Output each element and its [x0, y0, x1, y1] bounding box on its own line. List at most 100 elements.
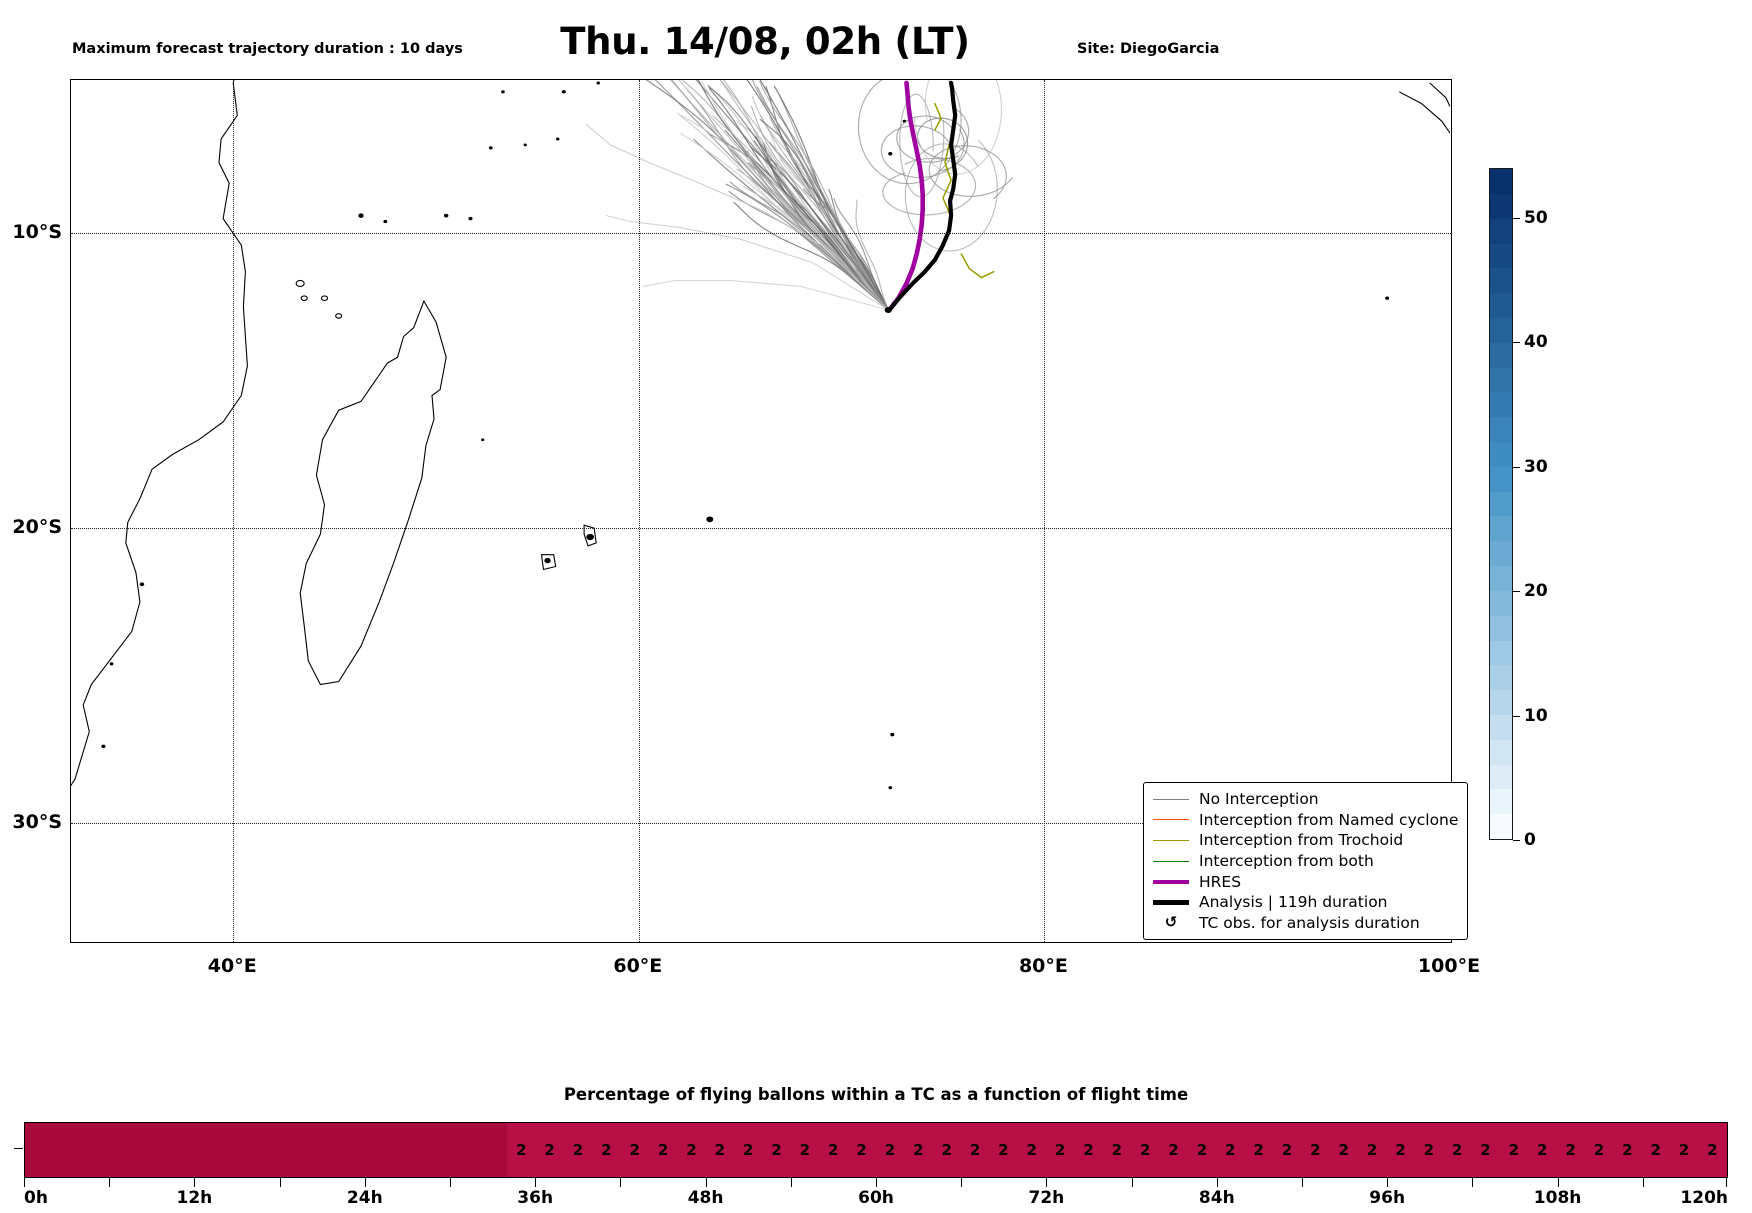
- ensemble-track: [642, 279, 889, 311]
- percentage-bar-tick: [1557, 1178, 1559, 1187]
- percentage-bar-tick: [1387, 1178, 1389, 1187]
- legend-item-5[interactable]: Analysis | 119h duration: [1152, 892, 1458, 913]
- ensemble-track: [605, 215, 889, 311]
- colorbar-segment: [1490, 293, 1512, 318]
- legend-line-icon: [1153, 819, 1189, 821]
- percentage-bar-value-label: 2: [828, 1141, 839, 1159]
- percentage-bar-segment: [53, 1123, 82, 1177]
- lon-tick-label: 80°E: [1018, 955, 1068, 977]
- percentage-bar-segment: 2: [1669, 1123, 1699, 1177]
- percentage-bar-tick: [620, 1178, 622, 1187]
- ensemble-track: [728, 190, 889, 311]
- percentage-bar-value-label: 2: [657, 1141, 669, 1159]
- ensemble-track: [693, 138, 889, 311]
- percentage-bar-segment: 2: [1017, 1123, 1046, 1177]
- percentage-bar-value-label: 2: [1139, 1141, 1151, 1159]
- percentage-bar-tick: [961, 1178, 963, 1187]
- ensemble-track: [887, 80, 925, 313]
- percentage-bar-segment: 2: [1131, 1123, 1160, 1177]
- lon-tick-label: 60°E: [613, 955, 663, 977]
- legend-line-swatch: [1152, 839, 1190, 841]
- legend-line-swatch: [1152, 798, 1190, 800]
- ensemble-track: [585, 123, 889, 311]
- percentage-bar-segment: 2: [847, 1123, 876, 1177]
- percentage-bar-value-label: 2: [1225, 1141, 1236, 1159]
- colorbar-tick: [1513, 591, 1520, 593]
- legend-item-2[interactable]: Interception from Trochoid: [1152, 830, 1458, 851]
- percentage-bar-value-label: 2: [941, 1141, 952, 1159]
- percentage-bar-value-label: 2: [969, 1141, 981, 1159]
- percentage-bar-segment: 2: [1584, 1123, 1614, 1177]
- legend-line-icon: [1153, 839, 1189, 841]
- percentage-bar-value-label: 2: [1650, 1141, 1661, 1159]
- island-dot-6: [383, 219, 388, 224]
- legend-item-0[interactable]: No Interception: [1152, 789, 1458, 810]
- percentage-bar-segment: 2: [819, 1123, 848, 1177]
- percentage-bar-value-label: 2: [1366, 1141, 1378, 1159]
- percentage-bar-left-tick: [14, 1148, 23, 1149]
- ensemble-track: [942, 144, 952, 214]
- colorbar-segment: [1490, 268, 1512, 294]
- island-comoros-3: [335, 313, 343, 319]
- colorbar-segment: [1490, 714, 1512, 740]
- percentage-bar-segment: 2: [1159, 1123, 1188, 1177]
- percentage-bar-tick: [24, 1178, 25, 1187]
- legend-item-label: HRES: [1199, 872, 1242, 891]
- ensemble-track: [880, 125, 965, 179]
- percentage-bar-segment: [422, 1123, 451, 1177]
- percentage-bar-tick-label: 96h: [1369, 1188, 1406, 1208]
- coastline-madagascar: [299, 299, 447, 686]
- percentage-bar-axis: 0h 12h 24h 36h 48h 60h 72h 84h 96h 108h 120h: [24, 1178, 1728, 1212]
- map-legend[interactable]: No Interception Interception from Named c…: [1143, 782, 1469, 941]
- colorbar-segment: [1490, 193, 1512, 219]
- ensemble-track: [882, 157, 977, 216]
- gridline-lat-10: [71, 233, 1451, 235]
- legend-item-1[interactable]: Interception from Named cyclone: [1152, 810, 1458, 831]
- percentage-bar-tick: [450, 1178, 451, 1187]
- ensemble-track: [934, 102, 942, 131]
- ensemble-track: [960, 253, 995, 279]
- gridline-lon-80: [1044, 80, 1046, 942]
- legend-item-4[interactable]: HRES: [1152, 871, 1458, 892]
- legend-line-swatch: [1152, 879, 1190, 884]
- island-dot-14: [586, 533, 595, 541]
- percentage-bar-segment: 2: [960, 1123, 990, 1177]
- percentage-bar-segment: 2: [1357, 1123, 1387, 1177]
- percentage-bar-value-label: 2: [799, 1141, 811, 1159]
- legend-item-6[interactable]: ↺ TC obs. for analysis duration: [1152, 913, 1458, 934]
- percentage-bar-value-label: 2: [1253, 1141, 1264, 1159]
- percentage-bar-segment: 2: [904, 1123, 933, 1177]
- percentage-bar-segment: [336, 1123, 366, 1177]
- legend-item-3[interactable]: Interception from both: [1152, 851, 1458, 872]
- percentage-bar-tick-label: 84h: [1198, 1188, 1235, 1208]
- colorbar-tick: [1513, 840, 1520, 841]
- island-dot-10: [596, 81, 601, 85]
- percentage-bar-segment: [393, 1123, 423, 1177]
- percentage-bar-tick-label: 120h: [1680, 1188, 1728, 1208]
- ensemble-track: [759, 80, 889, 311]
- percentage-bar-value-label: 2: [572, 1141, 584, 1159]
- header-left-line-0: Maximum forecast trajectory duration : 1…: [72, 41, 463, 57]
- percentage-bar-value-label: 2: [913, 1141, 924, 1159]
- percentage-bar-tick: [109, 1178, 111, 1187]
- colorbar-tick-label: 50: [1524, 207, 1548, 228]
- percentage-bar-value-label: 2: [884, 1141, 896, 1159]
- percentage-bar-segment: 2: [1528, 1123, 1557, 1177]
- colorbar-segment: [1490, 392, 1512, 418]
- colorbar-segment: [1490, 516, 1512, 542]
- percentage-bar-value-label: 2: [1338, 1141, 1349, 1159]
- colorbar-tick-label: 30: [1524, 456, 1548, 477]
- percentage-bar-segment: 2: [762, 1123, 791, 1177]
- colorbar-gradient: [1489, 168, 1513, 840]
- gridline-lon-40: [233, 80, 235, 942]
- coastline-sumatra: [1399, 91, 1450, 134]
- percentage-bar-tick-label: 72h: [1028, 1188, 1065, 1208]
- percentage-bar-segment: 2: [1329, 1123, 1358, 1177]
- lat-tick-label: 30°S: [12, 811, 62, 834]
- map-canvas: [71, 80, 1450, 790]
- percentage-bar-tick: [535, 1178, 537, 1187]
- ensemble-track: [855, 199, 889, 311]
- colorbar-title: Named cyclones forecast - Number of EPS …: [1572, 168, 1752, 840]
- percentage-bar-title: Percentage of flying ballons within a TC…: [563, 1085, 1189, 1104]
